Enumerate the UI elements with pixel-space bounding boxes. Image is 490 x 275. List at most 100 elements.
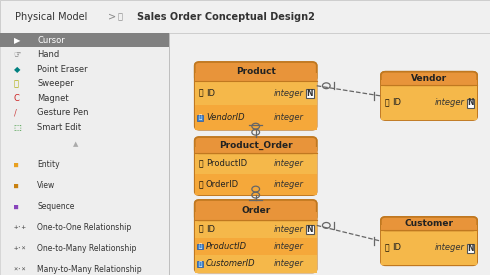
Text: >: > — [108, 12, 116, 21]
Text: ⬚: ⬚ — [14, 123, 22, 132]
Text: ◆: ◆ — [14, 65, 20, 74]
Text: 🗑: 🗑 — [14, 79, 19, 88]
Text: Hand: Hand — [37, 50, 59, 59]
Text: Smart Edit: Smart Edit — [37, 123, 81, 132]
FancyBboxPatch shape — [306, 225, 314, 234]
Bar — [0, 34, 169, 47]
FancyBboxPatch shape — [381, 72, 477, 120]
Text: integer: integer — [434, 243, 465, 252]
FancyBboxPatch shape — [195, 62, 317, 130]
Bar — [195, 238, 317, 255]
Text: One-to-Many Relationship: One-to-Many Relationship — [37, 244, 137, 253]
Text: VendorID: VendorID — [206, 113, 245, 122]
Text: ProductID: ProductID — [206, 159, 247, 168]
Text: 🔑: 🔑 — [385, 98, 390, 107]
Bar — [381, 85, 477, 120]
Text: Product: Product — [236, 67, 276, 76]
Text: ⬜: ⬜ — [198, 261, 202, 267]
Text: ID: ID — [206, 89, 215, 98]
FancyBboxPatch shape — [195, 62, 317, 81]
Text: OrderID: OrderID — [206, 180, 239, 189]
FancyBboxPatch shape — [306, 89, 314, 98]
Text: integer: integer — [274, 224, 304, 233]
Text: integer: integer — [434, 98, 465, 107]
Text: 🔑: 🔑 — [198, 159, 203, 168]
Text: View: View — [37, 181, 55, 190]
FancyBboxPatch shape — [195, 137, 317, 153]
Text: integer: integer — [274, 259, 304, 268]
Bar — [195, 174, 317, 195]
Bar — [197, 115, 203, 120]
Text: integer: integer — [274, 159, 304, 168]
Bar — [195, 105, 317, 130]
Text: ⬜: ⬜ — [198, 115, 202, 120]
Text: Magnet: Magnet — [37, 94, 69, 103]
Text: integer: integer — [274, 113, 304, 122]
Text: integer: integer — [274, 89, 304, 98]
Text: N: N — [306, 225, 313, 234]
Text: +·×: +·× — [14, 245, 26, 251]
Text: 🔗: 🔗 — [118, 12, 122, 21]
Text: Many-to-Many Relationship: Many-to-Many Relationship — [37, 265, 142, 274]
Bar — [197, 262, 203, 267]
Text: Sales Order Conceptual Design2: Sales Order Conceptual Design2 — [137, 12, 315, 21]
Text: N: N — [467, 98, 473, 108]
Text: Point Eraser: Point Eraser — [37, 65, 88, 74]
FancyBboxPatch shape — [195, 200, 317, 220]
Text: integer: integer — [274, 180, 304, 189]
Bar — [195, 153, 317, 174]
FancyBboxPatch shape — [381, 72, 477, 85]
Text: 🔑: 🔑 — [198, 224, 203, 233]
FancyBboxPatch shape — [195, 137, 317, 195]
Text: Gesture Pen: Gesture Pen — [37, 108, 89, 117]
Text: ■: ■ — [14, 161, 18, 167]
Bar — [195, 81, 317, 105]
Text: Product_Order: Product_Order — [219, 141, 293, 150]
Text: Customer: Customer — [405, 219, 454, 228]
Bar — [195, 73, 317, 81]
Bar — [197, 244, 203, 249]
Bar — [195, 147, 317, 153]
Text: Vendor: Vendor — [411, 74, 447, 83]
Text: ProductID: ProductID — [206, 242, 247, 251]
Text: C: C — [14, 94, 20, 103]
Text: ⬜: ⬜ — [198, 244, 202, 249]
Text: One-to-One Relationship: One-to-One Relationship — [37, 223, 131, 232]
Text: Cursor: Cursor — [37, 36, 65, 45]
FancyBboxPatch shape — [0, 0, 490, 33]
Text: N: N — [306, 89, 313, 98]
Text: 🔑: 🔑 — [198, 89, 203, 98]
Text: 🔑: 🔑 — [385, 243, 390, 252]
Text: Entity: Entity — [37, 160, 60, 169]
Bar — [195, 220, 317, 238]
Text: ☞: ☞ — [14, 50, 21, 59]
FancyBboxPatch shape — [466, 98, 474, 108]
Text: ■: ■ — [14, 182, 18, 188]
Text: 🔑: 🔑 — [198, 180, 203, 189]
Text: ID: ID — [392, 243, 401, 252]
Text: ▶: ▶ — [14, 36, 20, 45]
Text: Physical Model: Physical Model — [15, 12, 87, 21]
Bar — [195, 212, 317, 220]
Text: ID: ID — [392, 98, 401, 107]
Text: ■: ■ — [14, 204, 18, 210]
Text: ID: ID — [206, 224, 215, 233]
Text: N: N — [467, 244, 473, 253]
Text: ×·×: ×·× — [14, 266, 26, 272]
Text: +·+: +·+ — [14, 224, 26, 230]
FancyBboxPatch shape — [466, 244, 474, 253]
Text: integer: integer — [274, 242, 304, 251]
FancyBboxPatch shape — [195, 200, 317, 273]
Bar — [381, 225, 477, 230]
Text: ▲: ▲ — [74, 141, 79, 147]
Text: Sequence: Sequence — [37, 202, 74, 211]
Text: Order: Order — [241, 206, 270, 215]
Bar — [381, 230, 477, 265]
Text: Sweeper: Sweeper — [37, 79, 74, 88]
Bar — [195, 255, 317, 273]
Bar — [381, 80, 477, 85]
FancyBboxPatch shape — [381, 217, 477, 230]
Text: CustomerID: CustomerID — [206, 259, 256, 268]
FancyBboxPatch shape — [381, 217, 477, 265]
Text: /: / — [14, 108, 16, 117]
